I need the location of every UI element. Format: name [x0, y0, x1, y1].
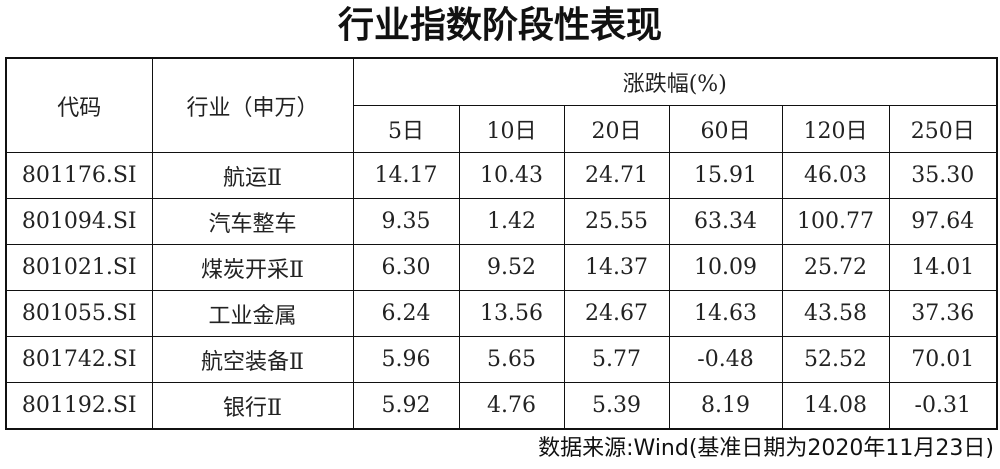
change-cell: 13.56 [458, 290, 565, 337]
data-source-note: 数据来源:Wind(基准日期为2020年11月23日) [538, 436, 994, 461]
industry-performance-table: 代码 行业（申万） 涨跌幅(%) 5日 10日 20日 60日 120日 250… [5, 57, 999, 430]
change-cell: 14.01 [888, 244, 998, 291]
change-cell: 15.91 [668, 152, 783, 199]
change-cell: 9.35 [352, 198, 460, 245]
header-period: 120日 [781, 105, 890, 153]
header-row: 代码 行业（申万） 涨跌幅(%) [5, 57, 998, 153]
code-cell: 801094.SI [5, 198, 153, 245]
table-row: 801021.SI 煤炭开采Ⅱ 6.30 9.52 14.37 10.09 25.72 14.… [5, 244, 998, 291]
header-period: 10日 [458, 105, 565, 153]
header-industry: 行业（申万） [151, 57, 354, 153]
code-cell: 801742.SI [5, 336, 153, 383]
header-change-group: 涨跌幅(%) [352, 57, 998, 106]
change-cell: 10.43 [458, 152, 565, 199]
change-cell: 8.19 [668, 382, 783, 430]
change-cell: 5.92 [352, 382, 460, 430]
table-row: 801094.SI 汽车整车 9.35 1.42 25.55 63.34 100.77 97.… [5, 198, 998, 245]
table-row: 801055.SI 工业金属 6.24 13.56 24.67 14.63 43.58 37.… [5, 290, 998, 337]
header-period: 250日 [888, 105, 998, 153]
change-cell: 6.24 [352, 290, 460, 337]
code-cell: 801055.SI [5, 290, 153, 337]
change-cell: 46.03 [781, 152, 890, 199]
change-cell: 24.71 [563, 152, 670, 199]
page-title: 行业指数阶段性表现 [337, 5, 662, 46]
code-cell: 801021.SI [5, 244, 153, 291]
industry-cell: 汽车整车 [151, 198, 354, 245]
change-cell: 63.34 [668, 198, 783, 245]
change-cell: 37.36 [888, 290, 998, 337]
change-cell: 6.30 [352, 244, 460, 291]
code-cell: 801192.SI [5, 382, 153, 430]
change-cell: 1.42 [458, 198, 565, 245]
change-cell: 4.76 [458, 382, 565, 430]
change-cell: 14.17 [352, 152, 460, 199]
industry-cell: 银行Ⅱ [151, 382, 354, 430]
change-cell: 100.77 [781, 198, 890, 245]
header-code: 代码 [5, 57, 153, 153]
change-cell: 5.96 [352, 336, 460, 383]
industry-cell: 工业金属 [151, 290, 354, 337]
change-cell: 10.09 [668, 244, 783, 291]
change-cell: 5.39 [563, 382, 670, 430]
industry-cell: 煤炭开采Ⅱ [151, 244, 354, 291]
table-row: 801742.SI 航空装备Ⅱ 5.96 5.65 5.77 -0.48 52.52 70.0… [5, 336, 998, 383]
industry-cell: 航运Ⅱ [151, 152, 354, 199]
change-cell: 24.67 [563, 290, 670, 337]
change-cell: -0.48 [668, 336, 783, 383]
change-cell: 5.65 [458, 336, 565, 383]
change-cell: 52.52 [781, 336, 890, 383]
header-period: 60日 [668, 105, 783, 153]
code-cell: 801176.SI [5, 152, 153, 199]
change-cell: 14.63 [668, 290, 783, 337]
change-cell: 70.01 [888, 336, 998, 383]
change-cell: 9.52 [458, 244, 565, 291]
change-cell: 35.30 [888, 152, 998, 199]
change-cell: 14.08 [781, 382, 890, 430]
header-period: 20日 [563, 105, 670, 153]
change-cell: 5.77 [563, 336, 670, 383]
change-cell: 97.64 [888, 198, 998, 245]
table-row: 801192.SI 银行Ⅱ 5.92 4.76 5.39 8.19 14.08 -0.31 [5, 382, 998, 430]
change-cell: -0.31 [888, 382, 998, 430]
industry-cell: 航空装备Ⅱ [151, 336, 354, 383]
change-cell: 25.55 [563, 198, 670, 245]
change-cell: 43.58 [781, 290, 890, 337]
change-cell: 25.72 [781, 244, 890, 291]
table-row: 801176.SI 航运Ⅱ 14.17 10.43 24.71 15.91 46.03 35.… [5, 152, 998, 199]
change-cell: 14.37 [563, 244, 670, 291]
header-period: 5日 [352, 105, 460, 153]
